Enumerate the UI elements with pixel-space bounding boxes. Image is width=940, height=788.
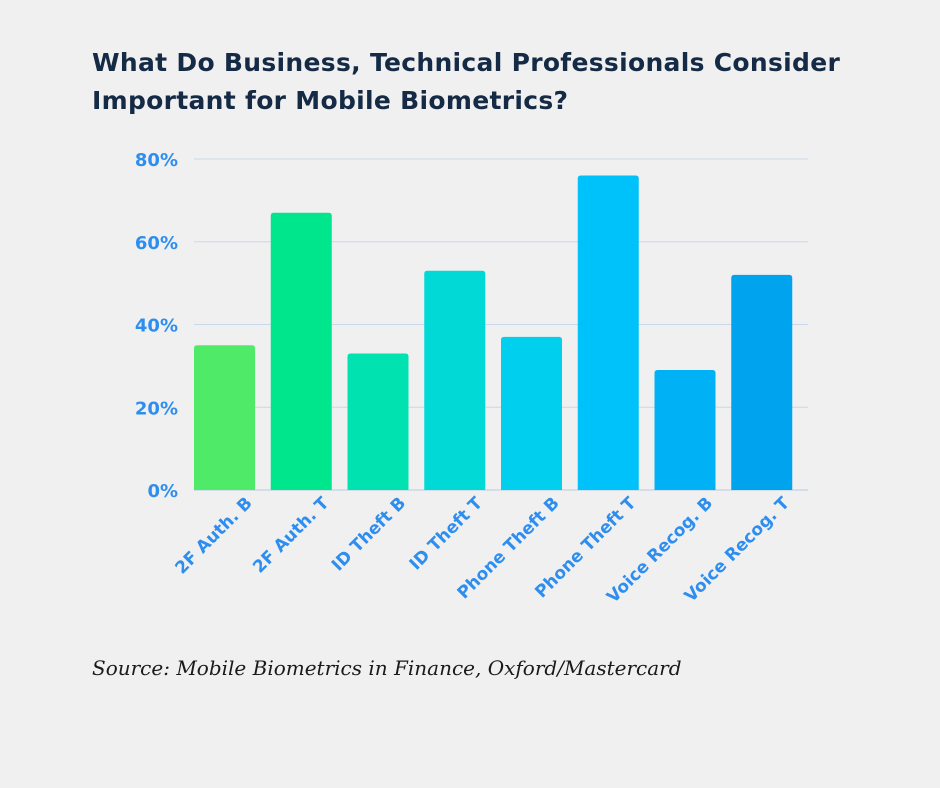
bars bbox=[194, 175, 793, 491]
bar bbox=[501, 336, 562, 490]
y-tick-label: 40% bbox=[135, 316, 178, 337]
bar bbox=[270, 212, 332, 490]
x-tick-label: ID Theft B bbox=[328, 493, 410, 575]
chart-title-line-2: Important for Mobile Biometrics? bbox=[92, 86, 569, 115]
bar bbox=[731, 274, 793, 490]
x-axis-ticks: 2F Auth. B2F Auth. TID Theft BID Theft T… bbox=[172, 493, 795, 607]
x-tick-label: 2F Auth. T bbox=[249, 493, 333, 577]
bar bbox=[424, 270, 486, 490]
chart-title: What Do Business, Technical Professional… bbox=[92, 44, 892, 120]
bar bbox=[347, 353, 409, 490]
bar bbox=[194, 345, 255, 490]
chart-title-line-1: What Do Business, Technical Professional… bbox=[92, 48, 841, 77]
y-tick-label: 80% bbox=[135, 150, 178, 171]
bar bbox=[654, 370, 716, 490]
y-tick-label: 0% bbox=[147, 481, 178, 502]
y-axis-ticks: 0% 20% 40% 60% 80% bbox=[135, 150, 178, 502]
source-note: Source: Mobile Biometrics in Finance, Ox… bbox=[92, 656, 682, 680]
y-tick-label: 20% bbox=[135, 398, 178, 419]
bar bbox=[577, 175, 639, 491]
y-tick-label: 60% bbox=[135, 233, 178, 254]
x-tick-label: ID Theft T bbox=[406, 493, 487, 574]
x-tick-label: 2F Auth. B bbox=[172, 493, 257, 578]
